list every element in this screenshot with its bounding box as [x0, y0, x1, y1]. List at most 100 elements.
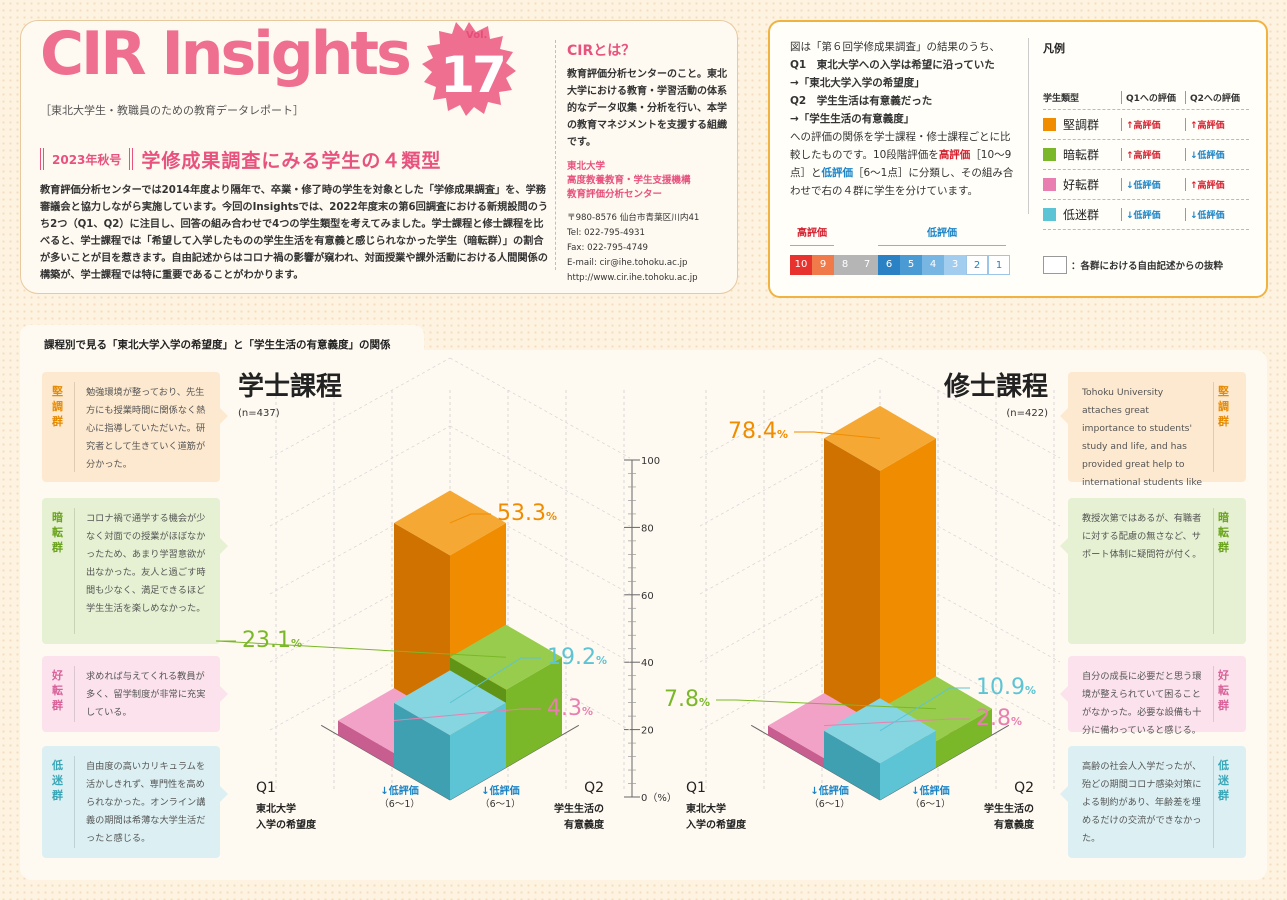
quote-card: 好転群 求めれば与えてくれる教員が多く、留学制度が非常に充実している。	[42, 656, 228, 732]
legend-note: ：各群における自由記述からの抜粋	[1043, 256, 1223, 274]
q1-axis-text: 東北大学	[256, 802, 296, 815]
leader-line	[449, 657, 541, 704]
q1-item: →「東北大学入学の希望度」	[790, 77, 925, 89]
y-tick-label: 100	[641, 456, 660, 467]
website-link[interactable]: http://www.cir.ihe.tohoku.ac.jp	[567, 273, 698, 283]
intro-paragraph: 教育評価分析センターでは2014年度より隔年で、卒業・修了時の学生を対象とした「…	[40, 185, 549, 281]
direction-arrow-icon: ↑	[1190, 181, 1198, 191]
value-label: 23.1%	[242, 628, 302, 653]
quote-group-tag: 低迷群	[1218, 759, 1229, 802]
rating-text: 低評価	[1133, 211, 1161, 221]
volume-badge	[422, 22, 516, 116]
y-tick-label: 80	[641, 523, 654, 534]
grid-line	[699, 629, 881, 731]
q1-text: Q1 東北大学への入学は希望に沿っていた	[790, 59, 995, 71]
direction-arrow-icon: ↓	[1190, 151, 1198, 161]
email-link[interactable]: E-mail: cir@ihe.tohoku.ac.jp	[567, 258, 688, 268]
quote-pointer	[220, 786, 228, 802]
legend-q1: ↑高評価	[1121, 148, 1185, 161]
chart-title: 学士課程	[238, 371, 342, 402]
legend-name: 堅調群	[1063, 118, 1100, 132]
bar-anten-left-face	[506, 657, 562, 768]
quote-card: 好転群 自分の成長に必要だと思う環境が整えられていて困ることがなかった。必要な設備…	[1060, 656, 1246, 736]
explanation-text: 図は「第６回学修成果調査」の結果のうち、 Q1 東北大学への入学は希望に沿ってい…	[790, 38, 1020, 200]
title-decoration	[40, 148, 44, 170]
scale-cell: 9	[812, 255, 834, 275]
quote-pointer	[220, 686, 228, 702]
grid-line	[269, 561, 451, 663]
bar-kenchou-right-face	[824, 438, 880, 736]
q1-low-range: （6〜1）	[379, 798, 420, 810]
direction-arrow-icon: ↓	[1190, 211, 1198, 221]
scale-cell: 1	[988, 255, 1010, 275]
rating-text: 高評価	[1133, 121, 1161, 131]
q1-low-range: （6〜1）	[809, 798, 850, 810]
divider	[555, 40, 556, 270]
chart-n: (n=422)	[1006, 408, 1048, 419]
grid-line	[449, 561, 631, 663]
quote-card: 暗転群 コロナ禍で通学する機会が少なく対面での授業がほぼなかったため、あまり学習意…	[42, 498, 228, 644]
q2-axis-label: Q2	[584, 780, 604, 796]
grid-line	[269, 493, 451, 595]
quote-divider	[1213, 666, 1214, 722]
direction-arrow-icon: ↑	[1126, 151, 1134, 161]
quote-text: 教授次第ではあるが、有職者に対する配慮の無さなど、サポート体制に疑問符が付く。	[1082, 513, 1202, 560]
section-title: 課程別で見る「東北大学入学の希望度」と「学生生活の有意義度」の関係	[44, 339, 391, 351]
value-label: 10.9%	[976, 675, 1036, 700]
header-card	[20, 20, 738, 294]
grid-line	[449, 493, 631, 595]
grid-line	[699, 493, 881, 595]
legend-name: 暗転群	[1063, 148, 1100, 162]
value-unit: %	[699, 696, 710, 709]
quote-pointer	[1060, 686, 1068, 702]
note-text: ：各群における自由記述からの抜粋	[1071, 261, 1224, 272]
grid-line	[269, 357, 451, 459]
legend-q2: ↓低評価	[1185, 148, 1249, 161]
bar-teimei-left-face	[880, 730, 936, 800]
legend-swatch	[1043, 118, 1056, 131]
legend-q1: ↓低評価	[1121, 178, 1185, 191]
rating-scale: 10 9 8 7 6 5 4 3 2 1	[790, 255, 1010, 275]
q2-axis-label: Q2	[1014, 780, 1034, 796]
cir-heading: CIRとは？	[567, 43, 636, 59]
quote-card: 堅調群 Tohoku University attaches great impo…	[1060, 372, 1246, 506]
legend-swatch	[1043, 148, 1056, 161]
address: 〒980-8576 仙台市青葉区川内41	[567, 213, 700, 223]
leader-line	[215, 640, 507, 658]
value-label: 2.8%	[976, 706, 1022, 731]
tel: Tel: 022-795-4931	[567, 228, 645, 238]
rating-text: 高評価	[1197, 121, 1225, 131]
q2-axis-text: 有意義度	[564, 818, 605, 831]
q2-item: →「学生生活の有意義度」	[790, 113, 915, 125]
issue-row: 2023年秋号 学修成果調査にみる学生の４類型	[40, 144, 441, 174]
legend-type: 堅調群	[1043, 116, 1121, 133]
q2-text: Q2 学生生活は有意義だった	[790, 95, 933, 107]
y-tick-label: 40	[641, 658, 654, 669]
q1-axis-label: Q1	[686, 780, 706, 796]
grid-line	[449, 357, 631, 459]
direction-arrow-icon: ↓	[1126, 211, 1134, 221]
value-unit: %	[1011, 715, 1022, 728]
quote-card: 低迷群 高齢の社会人入学だったが、殆どの期間コロナ感染対策による制約があり、年齢差…	[1060, 746, 1246, 858]
rating-text: 高評価	[1133, 151, 1161, 161]
org-line: 東北大学	[567, 161, 606, 172]
rating-text: 高評価	[1197, 181, 1225, 191]
quote-pointer	[1060, 786, 1068, 802]
quote-divider	[74, 508, 75, 634]
value-label: 53.3%	[497, 501, 557, 526]
contact-info: 〒980-8576 仙台市青葉区川内41 Tel: 022-795-4931 F…	[567, 211, 732, 286]
legend-name: 好転群	[1063, 178, 1100, 192]
explanation-line: 図は「第６回学修成果調査」の結果のうち、	[790, 41, 1000, 53]
scale-cell: 5	[900, 255, 922, 275]
quote-group-tag: 暗転群	[52, 511, 63, 554]
legend-type: 暗転群	[1043, 146, 1121, 163]
value-label: 4.3%	[547, 696, 593, 721]
quote-text: コロナ禍で通学する機会が少なく対面での授業がほぼなかったため、あまり学習意欲が出…	[86, 513, 206, 614]
legend-q2: ↑高評価	[1185, 118, 1249, 131]
quote-card: 暗転群 教授次第ではあるが、有職者に対する配慮の無さなど、サポート体制に疑問符が付…	[1060, 498, 1246, 644]
q2-low-label: ↓低評価	[481, 784, 519, 797]
legend-q1: ↑高評価	[1121, 118, 1185, 131]
grid-line	[269, 629, 451, 731]
legend-row: 好転群 ↓低評価 ↑高評価	[1043, 170, 1249, 200]
quote-text: 自由度の高いカリキュラムを活かしきれず、専門性を高められなかった。オンライン講義…	[86, 761, 206, 844]
